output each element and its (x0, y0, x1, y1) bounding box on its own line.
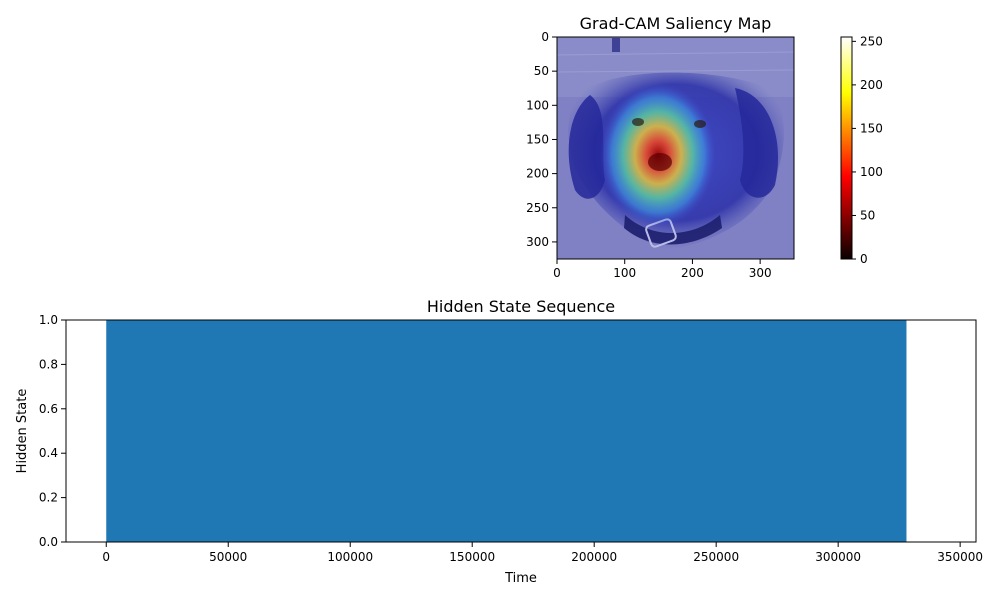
hidden-state-axes-frame (65, 319, 977, 543)
hidden-state-x-tick-label: 250000 (693, 550, 739, 564)
saliency-y-tick-label: 200 (526, 167, 549, 181)
hidden-state-x-tick-label: 350000 (937, 550, 983, 564)
hidden-state-x-tick-label: 100000 (327, 550, 373, 564)
saliency-y-tick-label: 250 (526, 201, 549, 215)
saliency-y-tick-label: 0 (541, 30, 549, 44)
saliency-image (557, 37, 794, 259)
colorbar-ticks: 0 50 100 150 200 250 (852, 34, 883, 266)
saliency-y-tick-label: 100 (526, 98, 549, 112)
saliency-x-tick-label: 300 (749, 266, 772, 280)
hidden-state-x-tick-label: 50000 (209, 550, 247, 564)
hidden-state-title: Hidden State Sequence (427, 297, 615, 316)
image-blind-line (557, 51, 794, 56)
saliency-title: Grad-CAM Saliency Map (580, 14, 772, 33)
hidden-state-x-ticks: 0 50000 100000 150000 200000 250000 300000 3500… (102, 542, 983, 564)
saliency-chart: Grad-CAM Saliency Map (526, 14, 883, 280)
colorbar-tick-label: 0 (860, 252, 868, 266)
hidden-state-y-tick-label: 0.4 (39, 446, 58, 460)
dog-eye-left (632, 118, 644, 126)
hidden-state-x-tick-label: 0 (102, 550, 110, 564)
saliency-x-tick-label: 100 (613, 266, 636, 280)
dog-right-ear (735, 88, 779, 198)
image-blind-line (557, 69, 794, 73)
hidden-state-xlabel: Time (504, 571, 537, 586)
saliency-y-ticks: 0 50 100 150 200 250 300 (526, 30, 557, 249)
colorbar-tick-label: 100 (860, 165, 883, 179)
dog-left-ear (568, 95, 605, 199)
hidden-state-y-tick-label: 0.6 (39, 402, 58, 416)
hidden-state-y-tick-label: 1.0 (39, 313, 58, 327)
hidden-state-x-tick-label: 150000 (449, 550, 495, 564)
hidden-state-x-tick-label: 300000 (815, 550, 861, 564)
colorbar-tick-label: 250 (860, 34, 883, 48)
hidden-state-chart: Hidden State Sequence 0 50000 100000 150000… (15, 297, 983, 586)
hidden-state-bar (106, 320, 907, 542)
colorbar-tick-label: 50 (860, 208, 875, 222)
saliency-x-tick-label: 200 (681, 266, 704, 280)
hidden-state-ylabel: Hidden State (15, 389, 30, 474)
hidden-state-x-tick-label: 200000 (571, 550, 617, 564)
dog-eye-right (694, 120, 706, 128)
saliency-x-tick-label: 0 (553, 266, 561, 280)
hidden-state-y-tick-label: 0.8 (39, 357, 58, 371)
colorbar-tick-label: 150 (860, 121, 883, 135)
hidden-state-y-ticks: 0.0 0.2 0.4 0.6 0.8 1.0 (39, 313, 66, 549)
saliency-y-tick-label: 300 (526, 235, 549, 249)
colorbar (840, 36, 853, 260)
dog-nose (648, 153, 672, 171)
saliency-axes-frame (556, 36, 795, 260)
image-dark-mark (612, 38, 620, 52)
saliency-y-tick-label: 150 (526, 132, 549, 146)
saliency-x-ticks: 0 100 200 300 (553, 259, 772, 280)
hidden-state-y-tick-label: 0.2 (39, 491, 58, 505)
hidden-state-y-tick-label: 0.0 (39, 535, 58, 549)
colorbar-tick-label: 200 (860, 78, 883, 92)
saliency-y-tick-label: 50 (534, 64, 549, 78)
